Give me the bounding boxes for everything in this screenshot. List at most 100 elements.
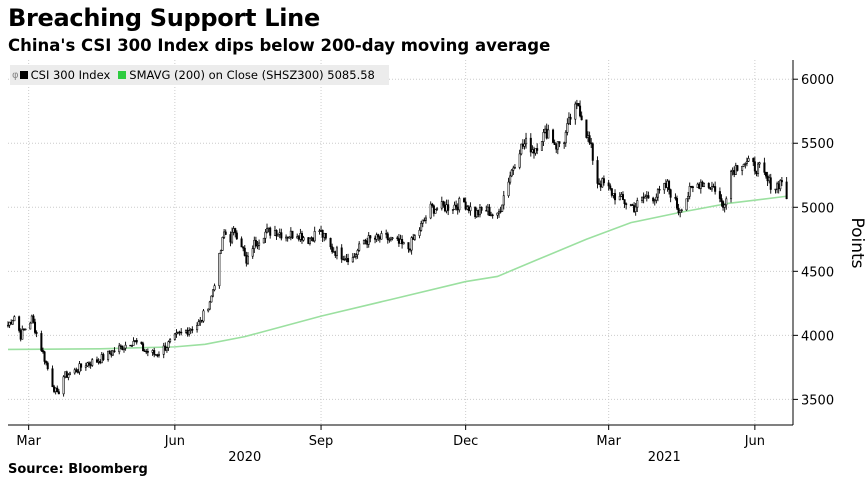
candle-body <box>655 196 658 201</box>
candle-body <box>302 237 305 241</box>
candle-body <box>555 144 558 150</box>
candle-body <box>267 227 270 230</box>
candle-body <box>264 231 267 239</box>
candle-body <box>320 229 323 232</box>
candle-body <box>219 250 222 254</box>
candle-body <box>13 316 16 322</box>
candle-body <box>386 233 389 240</box>
y-tick-label: 3500 <box>801 393 834 408</box>
candle-body <box>30 315 33 324</box>
grid-lines <box>8 60 793 425</box>
candle-body <box>691 186 694 188</box>
candle-body <box>300 233 303 241</box>
candle-body <box>385 233 388 235</box>
candle-body <box>458 198 461 211</box>
candle-body <box>443 204 447 212</box>
candle-body <box>623 199 626 205</box>
candle-body <box>496 212 499 216</box>
candle-body <box>11 320 14 325</box>
candle-body <box>429 203 432 219</box>
candle-body <box>490 214 493 217</box>
candle-body <box>111 350 114 356</box>
candle-body <box>331 246 334 252</box>
candle-body <box>512 167 515 171</box>
candle-body <box>251 248 254 257</box>
candle-body <box>634 206 637 212</box>
candle-body <box>753 161 756 172</box>
candle-body <box>347 258 350 263</box>
y-tick-label: 4500 <box>801 265 834 280</box>
candle-body <box>356 250 359 255</box>
candle-body <box>642 196 645 199</box>
candle-body <box>97 361 100 363</box>
x-tick-label: Sep <box>309 434 334 449</box>
candle-body <box>73 369 76 374</box>
candle-body <box>53 386 56 392</box>
candle-body <box>763 162 766 173</box>
candle-body <box>755 170 758 174</box>
candle-body <box>335 247 338 256</box>
candle-body <box>162 345 165 355</box>
candle-body <box>57 391 60 395</box>
y-tick-label: 5000 <box>801 201 834 216</box>
candle-body <box>10 321 13 325</box>
candle-body <box>269 227 272 236</box>
candle-body <box>774 188 777 191</box>
candle-body <box>722 201 725 208</box>
candle-body <box>396 237 399 239</box>
candle-body <box>591 143 594 161</box>
candle-body <box>221 237 224 251</box>
candle-body <box>86 362 89 367</box>
candle-body <box>353 256 356 258</box>
candle-body <box>653 199 656 202</box>
candle-body <box>574 103 577 120</box>
candle-body <box>232 228 235 233</box>
candle-body <box>84 365 87 368</box>
candle-body <box>741 165 744 171</box>
candle-body <box>499 210 502 213</box>
candle-body <box>453 204 456 210</box>
candle-body <box>621 194 624 200</box>
candle-body <box>431 203 434 207</box>
candle-body <box>165 347 168 351</box>
candle-body <box>80 363 83 368</box>
candle-body <box>197 321 200 326</box>
candle-body <box>124 344 127 349</box>
candle-body <box>440 201 443 209</box>
candle-body <box>523 143 526 147</box>
candle-body <box>488 206 491 217</box>
candle-body <box>598 183 601 185</box>
candle-body <box>178 331 181 334</box>
candle-body <box>75 369 78 373</box>
candle-body <box>710 186 713 190</box>
candle-body <box>407 242 410 250</box>
candle-body <box>709 187 712 190</box>
candle-body <box>254 239 257 246</box>
legend-swatch-smavg <box>118 71 127 79</box>
candle-body <box>275 230 278 237</box>
candle-body <box>590 142 593 145</box>
chart-title: Breaching Support Line <box>8 4 320 32</box>
candle-body <box>213 285 216 291</box>
candle-body <box>779 180 782 190</box>
candle-body <box>558 141 561 144</box>
candle-body <box>95 359 99 363</box>
candle-body <box>43 351 46 362</box>
candle-body <box>641 196 644 201</box>
pin-icon[interactable]: φ <box>12 69 19 81</box>
candle-body <box>601 178 604 188</box>
candle-body <box>67 374 70 378</box>
candle-body <box>556 141 559 150</box>
candle-body <box>108 350 111 355</box>
candle-body <box>218 253 221 287</box>
candle-body <box>243 247 246 256</box>
candle-body <box>32 315 35 323</box>
candle-body <box>329 237 332 248</box>
candle-body <box>540 141 543 151</box>
csi300-series <box>6 99 788 397</box>
candle-body <box>224 231 227 235</box>
candle-body <box>234 228 237 234</box>
candle-body <box>313 231 316 242</box>
candle-body <box>445 204 448 212</box>
candle-body <box>509 175 512 183</box>
